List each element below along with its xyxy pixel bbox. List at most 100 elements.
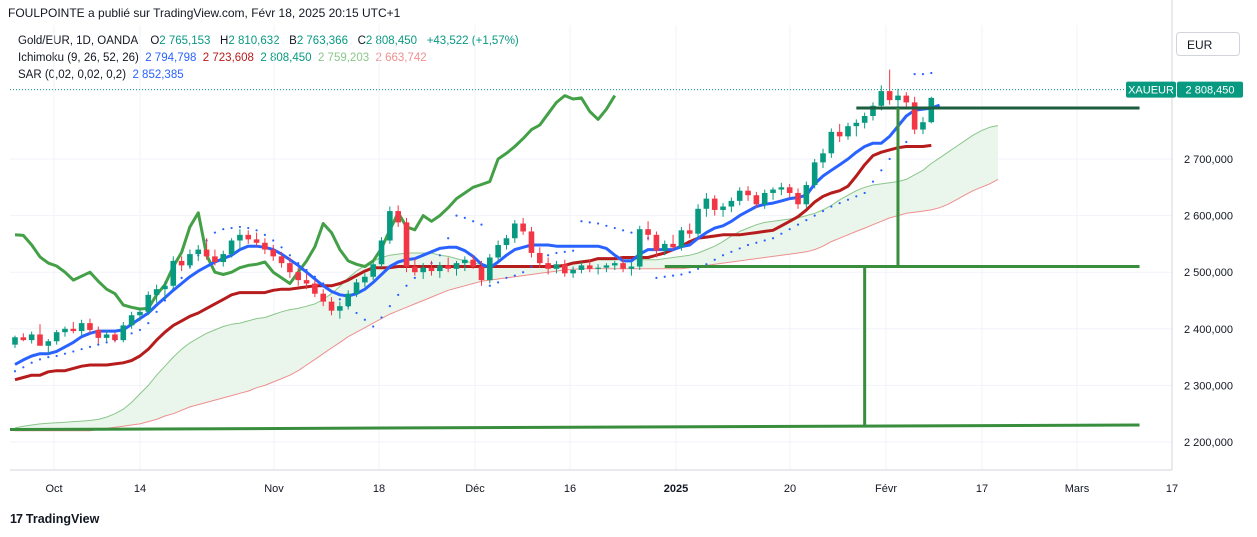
- sar-dot: [213, 231, 217, 234]
- candle-body: [387, 211, 393, 241]
- sar-dot: [30, 361, 33, 364]
- sar-dot: [438, 254, 441, 257]
- candle-body: [353, 282, 360, 294]
- high-label: H: [220, 35, 229, 47]
- sar-dot: [447, 237, 450, 240]
- sar-dot: [805, 219, 808, 222]
- sar-label[interactable]: SAR (0,02, 0,02, 0,2): [18, 69, 127, 81]
- sar-dot: [22, 366, 25, 369]
- candle-body: [53, 332, 60, 342]
- candle-body: [378, 240, 385, 265]
- sar-dot: [388, 305, 391, 308]
- ichimoku-label[interactable]: Ichimoku (9, 26, 52, 26): [18, 52, 139, 64]
- y-tick-label: 2 500,000: [1184, 267, 1233, 279]
- candle-body: [137, 311, 143, 316]
- sar-dot: [655, 276, 658, 279]
- symbol-label[interactable]: Gold/EUR, 1D, OANDA: [18, 35, 138, 47]
- sar-dot: [472, 220, 475, 223]
- sar-dot: [763, 239, 766, 242]
- sar-dot: [930, 71, 933, 75]
- candle-body: [686, 230, 693, 234]
- cloud-fill: [15, 125, 998, 431]
- sar-dot: [513, 274, 516, 277]
- sar-dot: [688, 271, 691, 274]
- sar-dot: [88, 345, 92, 349]
- ichimoku-spanb-value: 2 663,742: [375, 52, 427, 64]
- candle-body: [195, 249, 202, 255]
- y-tick-label: 2 200,000: [1184, 437, 1233, 449]
- y-tick-label: 2 700,000: [1184, 154, 1233, 166]
- candle-body: [303, 280, 310, 284]
- sar-dot: [863, 191, 866, 195]
- sar-dot: [621, 229, 625, 232]
- sar-dot: [238, 225, 242, 229]
- candle-body: [20, 337, 27, 341]
- candle-body: [203, 249, 210, 257]
- sar-dot: [880, 169, 883, 172]
- chikou-line: [14, 94, 617, 311]
- sar-legend: SAR (0,02, 0,02, 0,2) 2 852,385: [18, 69, 184, 81]
- currency-button[interactable]: EUR: [1176, 32, 1240, 56]
- sar-dot: [671, 274, 675, 277]
- sar-dot: [746, 243, 750, 247]
- sar-dot: [855, 195, 858, 198]
- candle-body: [770, 189, 776, 193]
- candle-body: [95, 329, 102, 338]
- candle-body: [870, 105, 876, 116]
- candle-body: [561, 264, 568, 274]
- candle-body: [328, 301, 335, 311]
- x-tick-label: Oct: [45, 483, 62, 495]
- candle-body: [245, 234, 252, 240]
- sar-dot: [322, 282, 325, 285]
- sar-dot: [813, 214, 816, 217]
- candle-body: [745, 190, 751, 196]
- candle-body: [661, 243, 668, 251]
- candle-body: [820, 153, 826, 163]
- close-label: C: [357, 35, 366, 47]
- sar-dot: [480, 223, 483, 226]
- candle-body: [445, 265, 451, 269]
- candle-body: [903, 95, 910, 103]
- low-value: 2 763,366: [296, 35, 348, 47]
- sar-dot: [147, 322, 150, 325]
- candle-body: [470, 259, 476, 267]
- sar-dot: [888, 157, 891, 161]
- candle-body: [645, 229, 651, 235]
- sar-dot: [130, 332, 133, 335]
- x-tick-label: 14: [134, 483, 146, 495]
- sar-dot: [272, 239, 275, 242]
- sar-dot: [497, 281, 500, 284]
- sar-dot: [47, 356, 50, 359]
- sar-dot: [796, 223, 800, 226]
- sar-dot: [413, 276, 416, 279]
- sar-dot: [921, 73, 925, 76]
- sar-dot: [247, 226, 250, 230]
- candle-body: [395, 211, 401, 223]
- sar-dot: [455, 214, 458, 217]
- candle-body: [70, 328, 77, 332]
- sar-dot: [505, 276, 508, 279]
- price-badge: [1177, 81, 1243, 98]
- sar-dot: [613, 226, 616, 230]
- candle-body: [920, 122, 926, 130]
- sar-dot: [63, 352, 67, 355]
- y-tick-label: 2 400,000: [1184, 324, 1233, 336]
- candle-body: [170, 260, 177, 286]
- x-tick-label: 16: [564, 483, 576, 495]
- sar-dot: [355, 311, 358, 315]
- sar-dot: [780, 232, 783, 235]
- ichimoku-spana-value: 2 759,203: [317, 52, 370, 64]
- sar-dot: [97, 343, 100, 346]
- sar-dot: [871, 180, 875, 183]
- price-badge-label: 2 808,450: [1186, 85, 1235, 97]
- candle-body: [462, 259, 468, 264]
- sar-dot: [338, 298, 341, 301]
- sar-dot: [280, 246, 283, 249]
- candle-body: [87, 323, 93, 330]
- candle-body: [45, 341, 52, 346]
- sar-dot: [563, 250, 566, 253]
- sar-dot: [463, 216, 466, 219]
- candle-body: [187, 254, 193, 266]
- candle-body: [128, 315, 135, 326]
